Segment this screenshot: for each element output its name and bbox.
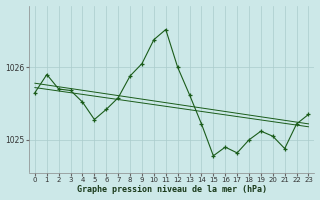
- X-axis label: Graphe pression niveau de la mer (hPa): Graphe pression niveau de la mer (hPa): [77, 185, 267, 194]
